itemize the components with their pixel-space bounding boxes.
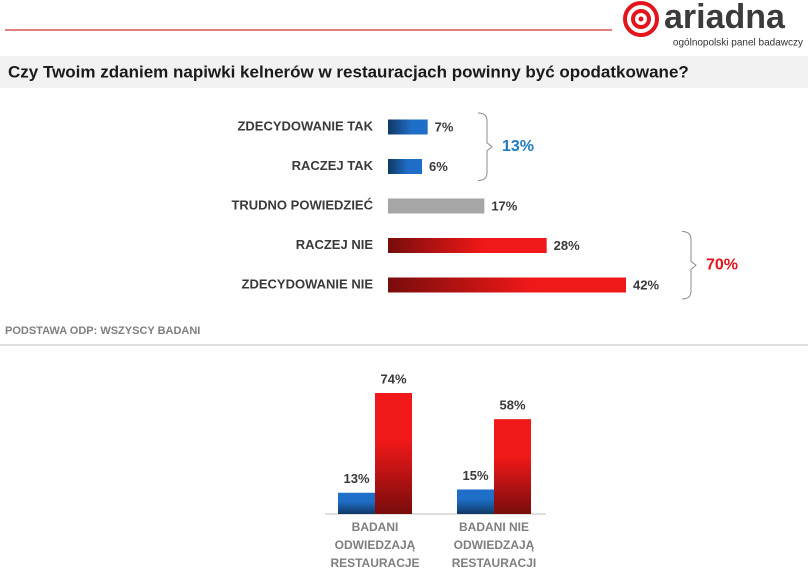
value-label: 7% — [435, 119, 454, 134]
bar — [494, 419, 531, 514]
category-label: TRUDNO POWIEDZIEĆ — [231, 197, 373, 212]
value-label: 6% — [429, 159, 448, 174]
bar — [375, 393, 412, 514]
value-label: 15% — [462, 468, 488, 483]
bar — [388, 198, 485, 214]
total-label: 70% — [706, 256, 738, 273]
logo-text: ariadna — [664, 0, 786, 36]
bar — [388, 277, 626, 293]
category-label: BADANI ODWIEDZAJĄ RESTAURACJE — [330, 520, 420, 570]
value-label: 42% — [633, 277, 659, 292]
bar — [388, 119, 428, 135]
bar — [338, 492, 375, 514]
category-label: RACZEJ TAK — [292, 158, 374, 173]
category-label: BADANI NIE ODWIEDZAJĄ RESTAURACJI — [451, 520, 537, 570]
logo-icon — [623, 1, 659, 37]
value-label: 17% — [491, 198, 517, 213]
bar — [388, 238, 547, 253]
total-label: 13% — [502, 138, 534, 155]
category-label: RACZEJ NIE — [296, 237, 374, 252]
tagline: ogólnopolski panel badawczy — [673, 38, 803, 49]
title-band — [0, 56, 808, 88]
value-label: 74% — [380, 371, 406, 386]
category-label: ZDECYDOWANIE NIE — [242, 276, 374, 291]
bracket — [681, 231, 697, 300]
chart-title: Czy Twoim zdaniem napiwki kelnerów w res… — [8, 62, 689, 81]
value-label: 28% — [554, 238, 580, 253]
bar — [457, 489, 494, 514]
value-label: 13% — [343, 471, 369, 486]
category-label: ZDECYDOWANIE TAK — [237, 118, 373, 133]
base-note: PODSTAWA ODP: WSZYSCY BADANI — [5, 325, 200, 337]
value-label: 58% — [499, 398, 525, 413]
bar — [388, 159, 422, 174]
bracket — [477, 112, 493, 181]
